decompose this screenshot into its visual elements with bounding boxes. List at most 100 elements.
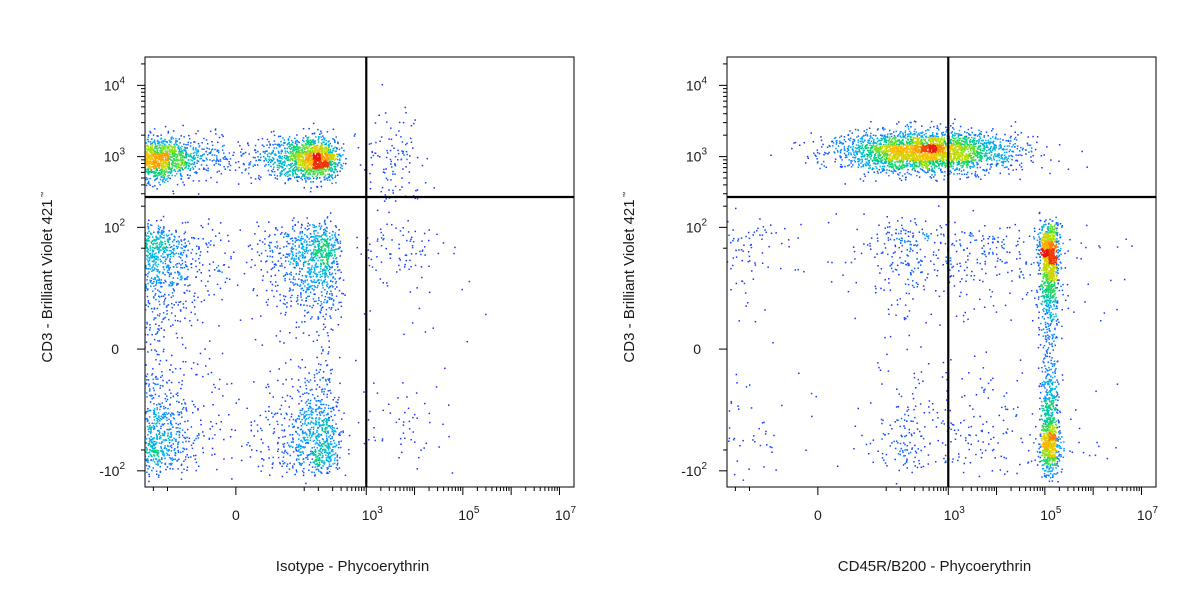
event-dot: [306, 275, 308, 277]
event-dot: [314, 239, 316, 241]
event-dot: [330, 158, 332, 161]
event-dot: [333, 171, 335, 174]
event-dot: [242, 153, 244, 155]
event-dot: [208, 269, 210, 272]
event-dot: [302, 238, 304, 240]
event-dot: [321, 241, 323, 243]
event-dot: [318, 137, 320, 140]
event-dot: [331, 234, 333, 236]
event-dot: [268, 146, 270, 149]
event-dot: [328, 251, 330, 253]
event-dot: [138, 159, 140, 161]
event-dot: [158, 290, 160, 293]
event-dot: [189, 320, 191, 322]
event-dot: [318, 170, 320, 172]
event-dot: [139, 308, 141, 310]
event-dot: [199, 158, 201, 160]
event-dot: [327, 296, 329, 299]
event-dot: [141, 173, 143, 175]
event-dot: [281, 155, 283, 158]
event-dot: [254, 233, 256, 235]
event-dot: [325, 147, 327, 150]
event-dot: [302, 166, 305, 169]
event-dot: [147, 334, 149, 336]
event-dot: [163, 234, 165, 237]
event-dot: [142, 251, 144, 253]
event-dot: [173, 281, 175, 284]
event-dot: [270, 165, 272, 168]
event-dot: [181, 152, 183, 154]
event-dot: [303, 173, 305, 176]
event-dot: [298, 160, 300, 163]
event-dot: [290, 156, 292, 158]
event-dot: [268, 406, 270, 408]
event-dot: [312, 426, 315, 429]
event-dot: [169, 467, 171, 470]
event-dot: [318, 386, 321, 388]
event-dot: [256, 424, 259, 426]
event-dot: [313, 289, 315, 291]
event-dot: [257, 138, 260, 141]
event-dot: [296, 176, 298, 179]
event-dot: [303, 164, 306, 167]
event-dot: [288, 159, 291, 161]
event-dot: [328, 265, 330, 267]
event-dot: [229, 158, 232, 160]
event-dot: [320, 307, 323, 309]
event-dot: [311, 168, 313, 170]
event-dot: [169, 158, 172, 161]
event-dot: [333, 161, 336, 164]
event-dot: [177, 155, 179, 157]
event-dot: [305, 388, 308, 390]
event-dot: [248, 162, 251, 164]
event-dot: [176, 282, 178, 285]
event-dot: [330, 450, 333, 452]
event-dot: [165, 157, 167, 160]
event-dot: [168, 269, 171, 271]
event-dot: [295, 142, 297, 144]
event-dot: [176, 266, 178, 268]
event-dot: [174, 170, 177, 173]
event-dot: [331, 437, 333, 440]
event-dot: [272, 168, 275, 170]
event-dot: [197, 193, 200, 195]
event-dot: [223, 144, 225, 147]
event-dot: [304, 167, 306, 170]
event-dot: [215, 155, 218, 157]
event-dot: [174, 148, 176, 151]
event-dot: [304, 154, 307, 157]
event-dot: [308, 159, 311, 161]
event-dot: [179, 431, 181, 434]
event-dot: [318, 225, 320, 227]
event-dot: [143, 463, 145, 465]
event-dot: [278, 368, 280, 370]
event-dot: [184, 221, 187, 224]
event-dot: [320, 166, 322, 169]
event-dot: [323, 301, 325, 304]
event-dot: [290, 144, 293, 146]
event-dot: [336, 427, 338, 430]
event-dot: [329, 162, 332, 164]
event-dot: [278, 165, 280, 167]
event-dot: [140, 292, 142, 294]
event-dot: [308, 171, 310, 174]
event-dot: [321, 144, 323, 146]
event-dot: [318, 462, 321, 464]
event-dot: [162, 171, 164, 173]
event-dot: [297, 156, 299, 159]
event-dot: [297, 389, 299, 391]
event-dot: [315, 422, 317, 424]
event-dot: [273, 130, 275, 133]
event-dot: [296, 239, 299, 241]
event-dot: [226, 277, 228, 280]
event-dot: [152, 141, 154, 143]
event-dot: [205, 179, 207, 182]
event-dot: [313, 250, 315, 252]
event-dot: [328, 287, 330, 289]
event-dot: [143, 473, 145, 475]
event-dot: [322, 438, 324, 441]
event-dot: [296, 168, 299, 170]
event-dot: [326, 165, 328, 167]
event-dot: [288, 144, 291, 146]
event-dot: [301, 160, 303, 162]
